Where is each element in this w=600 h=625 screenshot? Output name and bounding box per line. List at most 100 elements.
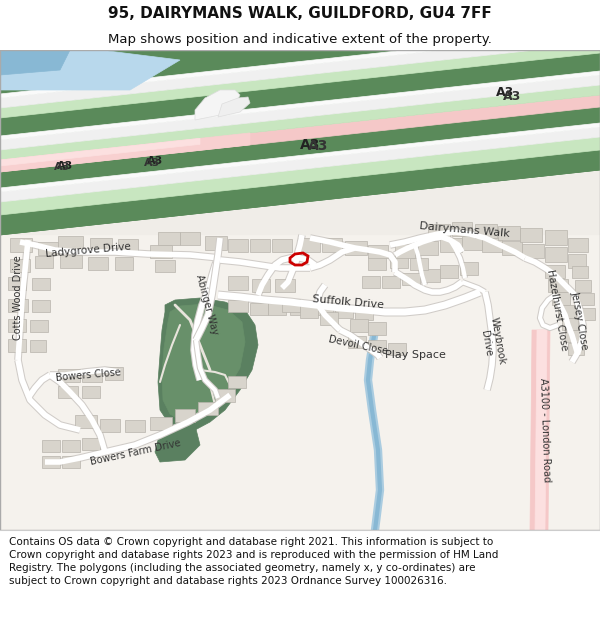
Bar — [552, 292, 570, 305]
Bar — [580, 308, 595, 320]
Text: A3: A3 — [503, 89, 521, 102]
Bar — [125, 420, 145, 432]
Polygon shape — [0, 50, 300, 150]
Bar — [345, 241, 367, 255]
Polygon shape — [155, 425, 200, 462]
Text: Bowers Farm Drive: Bowers Farm Drive — [89, 438, 181, 466]
Bar — [562, 318, 578, 330]
Bar — [150, 417, 172, 430]
Polygon shape — [0, 123, 600, 192]
Bar — [88, 257, 108, 270]
Polygon shape — [0, 43, 600, 118]
Bar — [402, 273, 420, 285]
Bar — [335, 306, 353, 318]
Bar — [315, 303, 333, 315]
Bar — [572, 266, 588, 278]
Polygon shape — [0, 107, 600, 188]
Polygon shape — [0, 33, 600, 108]
Bar — [118, 239, 138, 252]
Polygon shape — [0, 71, 600, 140]
Text: Jersey Close: Jersey Close — [570, 290, 590, 350]
Bar — [395, 244, 415, 258]
Polygon shape — [0, 138, 200, 166]
Bar — [475, 224, 497, 238]
Bar — [228, 300, 248, 312]
Bar — [35, 256, 53, 268]
Bar — [252, 279, 270, 292]
Bar — [390, 256, 408, 268]
Bar — [30, 340, 46, 352]
Bar — [368, 245, 388, 258]
Bar — [58, 386, 78, 398]
Text: Play Space: Play Space — [385, 350, 445, 360]
Bar — [198, 402, 218, 415]
Text: Bowers Close: Bowers Close — [55, 367, 121, 383]
Polygon shape — [0, 50, 600, 235]
Text: Hazelhurst Close: Hazelhurst Close — [545, 269, 569, 351]
Bar — [250, 303, 268, 315]
Bar — [545, 230, 567, 245]
Polygon shape — [0, 235, 600, 530]
Bar — [228, 376, 246, 388]
Bar — [42, 456, 60, 468]
Bar — [115, 257, 133, 270]
Text: A3: A3 — [308, 139, 328, 153]
Polygon shape — [0, 150, 600, 235]
Bar — [228, 276, 248, 290]
Text: A3: A3 — [144, 158, 160, 168]
Text: Dairymans Walk: Dairymans Walk — [419, 221, 511, 239]
Text: Ladygrove Drive: Ladygrove Drive — [45, 241, 131, 259]
Bar — [58, 236, 83, 250]
Bar — [462, 236, 482, 250]
Polygon shape — [218, 97, 250, 117]
Bar — [268, 303, 286, 315]
Text: A3: A3 — [300, 138, 320, 152]
Polygon shape — [0, 53, 600, 136]
Bar — [368, 257, 386, 270]
Bar — [250, 239, 270, 252]
Text: A3: A3 — [57, 161, 73, 171]
Bar — [300, 305, 318, 318]
Bar — [42, 440, 60, 452]
Bar — [522, 244, 544, 258]
Bar — [578, 293, 594, 305]
Bar — [320, 312, 338, 325]
Bar — [10, 259, 30, 272]
Bar — [155, 260, 175, 272]
Text: A3100 - London Road: A3100 - London Road — [538, 378, 552, 482]
Bar — [8, 277, 26, 290]
Bar — [82, 386, 100, 398]
Bar — [10, 238, 32, 252]
Bar — [362, 276, 380, 288]
Polygon shape — [535, 330, 547, 530]
Bar — [38, 242, 58, 255]
Bar — [422, 269, 440, 282]
Text: Devoil Close: Devoil Close — [328, 334, 389, 356]
Bar — [382, 276, 400, 288]
Bar — [350, 319, 368, 332]
Bar — [388, 343, 406, 355]
Polygon shape — [0, 50, 180, 90]
Bar — [215, 389, 235, 402]
Bar — [545, 247, 567, 262]
Bar — [62, 440, 80, 452]
Bar — [568, 343, 584, 355]
Bar — [460, 262, 478, 275]
Polygon shape — [0, 50, 90, 110]
Bar — [8, 299, 28, 312]
Text: Weybrook
Drive: Weybrook Drive — [477, 316, 507, 368]
Bar — [558, 305, 576, 318]
Bar — [180, 232, 200, 245]
Bar — [100, 419, 120, 432]
Bar — [272, 239, 292, 252]
Polygon shape — [0, 29, 600, 98]
Text: Contains OS data © Crown copyright and database right 2021. This information is : Contains OS data © Crown copyright and d… — [9, 537, 499, 586]
Polygon shape — [0, 50, 600, 530]
Text: A3: A3 — [496, 86, 514, 99]
Bar — [60, 255, 82, 268]
Bar — [290, 302, 308, 315]
Bar — [355, 308, 373, 320]
Bar — [440, 265, 458, 278]
Text: A3: A3 — [147, 156, 163, 166]
Polygon shape — [0, 50, 100, 100]
